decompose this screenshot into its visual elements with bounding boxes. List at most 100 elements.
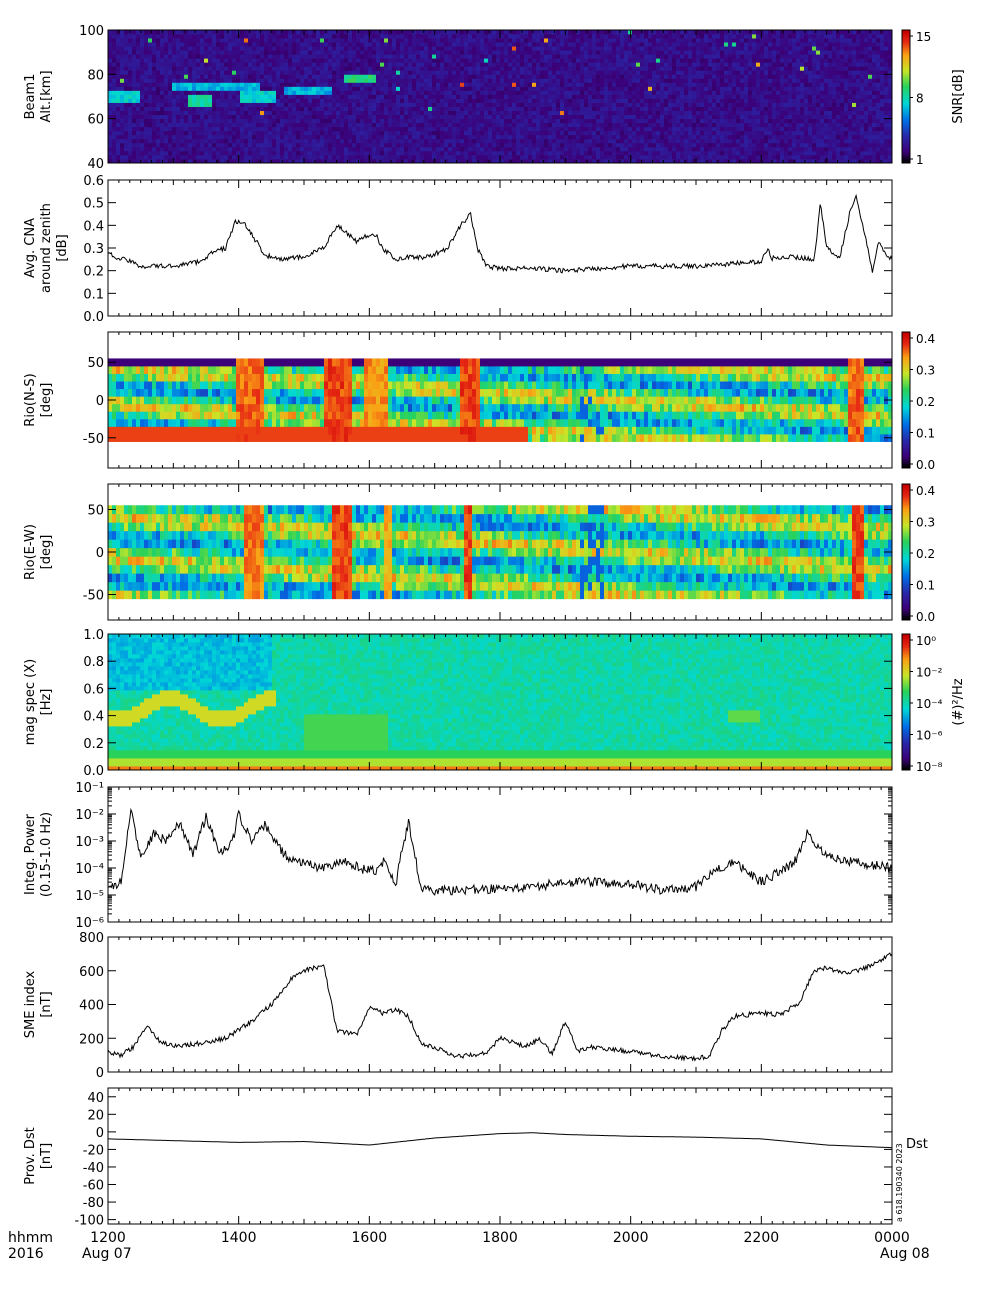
heatmap-cell	[472, 78, 477, 83]
heatmap-cell	[124, 62, 129, 67]
heatmap-cell	[108, 98, 113, 103]
heatmap-cell	[400, 130, 405, 136]
heatmap-cell	[676, 42, 681, 47]
heatmap-cell	[612, 58, 617, 63]
heatmap-cell	[312, 118, 317, 124]
heatmap-cell	[404, 150, 409, 156]
heatmap-cell	[584, 138, 589, 144]
heatmap-cell	[448, 54, 453, 59]
heatmap-cell	[580, 62, 585, 67]
heatmap-cell	[476, 38, 481, 43]
heatmap-cell	[136, 86, 141, 91]
heatmap-cell	[636, 142, 641, 148]
heatmap-cell	[308, 34, 313, 39]
heatmap-cell	[192, 98, 197, 103]
heatmap-cell	[404, 66, 409, 71]
heatmap-cell	[312, 142, 317, 148]
heatmap-cell	[176, 50, 181, 55]
heatmap-cell	[712, 102, 717, 107]
heatmap-cell	[124, 66, 129, 71]
heatmap-cell	[508, 154, 513, 160]
heatmap-cell	[236, 150, 241, 156]
heatmap-cell	[708, 90, 713, 95]
heatmap-cell	[624, 142, 629, 148]
heatmap-cell	[196, 122, 201, 128]
heatmap-cell	[272, 126, 277, 132]
heatmap-cell	[184, 34, 189, 39]
heatmap-cell	[288, 50, 293, 55]
heatmap-cell	[488, 94, 493, 99]
heatmap-cell	[176, 90, 181, 95]
heatmap-cell	[132, 106, 137, 112]
heatmap-cell	[536, 146, 541, 152]
heatmap-cell	[444, 114, 449, 120]
heatmap-cell	[364, 70, 369, 75]
heatmap-cell	[316, 134, 321, 140]
heatmap-cell	[572, 74, 577, 79]
heatmap-cell	[456, 126, 461, 132]
heatmap-cell	[668, 86, 673, 91]
heatmap-cell	[540, 134, 545, 140]
heatmap-cell	[420, 154, 425, 160]
heatmap-cell	[588, 154, 593, 160]
heatmap-cell	[608, 38, 613, 43]
heatmap-cell	[520, 42, 525, 47]
heatmap-cell	[348, 78, 353, 83]
heatmap-cell	[432, 102, 437, 107]
heatmap-cell	[132, 90, 137, 95]
heatmap-cell	[468, 34, 473, 39]
heatmap-cell	[484, 34, 489, 39]
heatmap-cell	[284, 62, 289, 67]
heatmap-cell	[516, 106, 521, 112]
heatmap-cell	[332, 126, 337, 132]
heatmap-cell	[640, 58, 645, 63]
heatmap-cell	[568, 78, 573, 83]
heatmap-cell	[660, 62, 665, 67]
heatmap-cell	[404, 158, 409, 164]
heatmap-cell	[592, 146, 597, 152]
heatmap-cell	[404, 114, 409, 120]
heatmap-cell	[208, 38, 213, 43]
heatmap-cell	[496, 138, 501, 144]
heatmap-cell	[552, 106, 557, 112]
heatmap-cell	[636, 90, 641, 95]
heatmap-cell	[564, 86, 569, 91]
heatmap-cell	[364, 130, 369, 136]
heatmap-cell	[208, 158, 213, 164]
heatmap-cell	[316, 50, 321, 55]
heatmap-cell	[248, 54, 253, 59]
heatmap-cell	[456, 54, 461, 59]
heatmap-cell	[288, 34, 293, 39]
heatmap-cell	[508, 110, 513, 116]
heatmap-cell	[688, 66, 693, 71]
heatmap-cell	[168, 122, 173, 128]
heatmap-cell	[164, 90, 169, 95]
heatmap-cell	[596, 110, 601, 116]
heatmap-cell	[276, 130, 281, 136]
heatmap-cell	[532, 54, 537, 59]
heatmap-cell	[156, 98, 161, 103]
heatmap-cell	[404, 90, 409, 95]
heatmap-cell	[280, 50, 285, 55]
heatmap-cell	[352, 66, 357, 71]
heatmap-cell	[204, 102, 209, 107]
heatmap-cell	[176, 114, 181, 120]
heatmap-cell	[432, 126, 437, 132]
heatmap-cell	[408, 154, 413, 160]
heatmap-cell	[232, 66, 237, 71]
heatmap-cell	[288, 126, 293, 132]
heatmap-cell	[612, 38, 617, 43]
heatmap-cell	[236, 74, 241, 79]
heatmap-cell	[132, 86, 137, 91]
heatmap-cell	[660, 90, 665, 95]
heatmap-cell	[476, 106, 481, 112]
heatmap-cell	[304, 114, 309, 120]
heatmap-cell	[344, 66, 349, 71]
heatmap-cell	[516, 82, 521, 87]
heatmap-cell	[312, 58, 317, 63]
heatmap-cell	[288, 78, 293, 83]
heatmap-cell	[440, 158, 445, 164]
heatmap-cell	[168, 130, 173, 136]
heatmap-cell	[236, 54, 241, 59]
heatmap-cell	[624, 106, 629, 112]
